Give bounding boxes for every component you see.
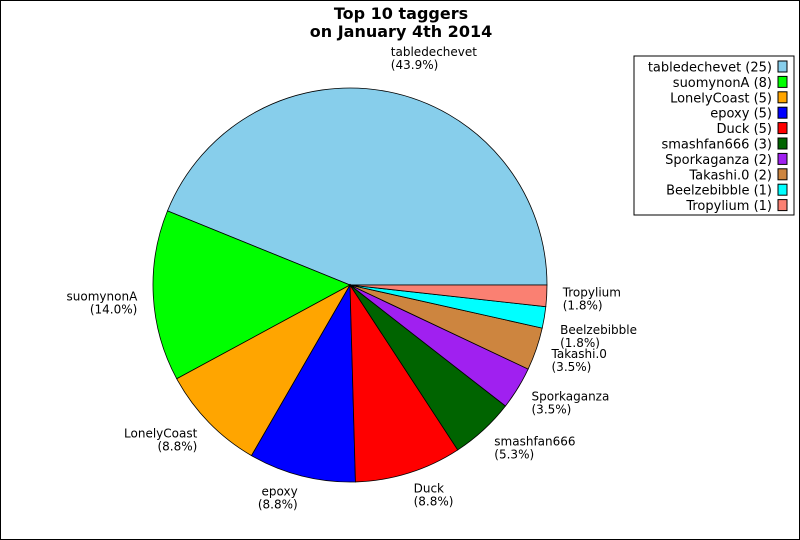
legend-label: suomynonA (8)	[673, 76, 772, 91]
slice-label-name: Beelzebibble	[560, 323, 637, 337]
pie-slices	[152, 87, 548, 483]
slice-label-name: epoxy	[262, 485, 298, 499]
legend-swatch	[777, 60, 788, 73]
chart-subtitle: on January 4th 2014	[310, 22, 492, 41]
slice-label-percent: (3.5%)	[532, 403, 572, 417]
slice-label-percent: (1.8%)	[563, 299, 603, 313]
slice-label-name: smashfan666	[494, 435, 575, 449]
slice-label-name: Takashi.0	[551, 347, 607, 361]
slice-label-percent: (3.5%)	[552, 360, 592, 374]
slice-label-percent: (8.8%)	[258, 498, 298, 512]
slice-label-suomynona: suomynonA(14.0%)	[67, 290, 139, 317]
pie-slice-lonelycoast	[176, 283, 352, 457]
legend-label: Duck (5)	[717, 122, 772, 137]
legend-swatch	[777, 199, 788, 212]
slice-label-percent: (14.0%)	[90, 303, 137, 317]
slice-label-tropylium: Tropylium(1.8%)	[562, 286, 621, 313]
slice-label-percent: (1.8%)	[560, 336, 600, 350]
pie-slice-tabledechevet	[166, 87, 548, 286]
legend-label: Beelzebibble (1)	[666, 184, 772, 199]
pie-slice-epoxy	[250, 283, 356, 483]
legend-label: epoxy (5)	[710, 107, 772, 122]
legend-swatch	[777, 152, 788, 165]
chart-title: Top 10 taggers	[334, 4, 468, 23]
slice-label-percent: (8.8%)	[157, 440, 197, 454]
slice-label-percent: (43.9%)	[391, 58, 438, 72]
pie-slice-suomynona	[152, 210, 351, 380]
legend-label: smashfan666 (3)	[661, 138, 772, 153]
slice-label-name: suomynonA	[67, 290, 139, 304]
legend-label: Tropylium (1)	[685, 199, 772, 214]
slice-label-takashi-0: Takashi.0(3.5%)	[551, 347, 607, 374]
legend-swatch	[777, 122, 788, 135]
slice-label-name: Sporkaganza	[532, 390, 610, 404]
slice-label-percent: (8.8%)	[414, 494, 454, 508]
slice-label-name: Tropylium	[562, 286, 621, 300]
legend-label: LonelyCoast (5)	[670, 91, 772, 106]
legend-swatch	[777, 75, 788, 88]
slice-label-tabledechevet: tabledechevet(43.9%)	[391, 45, 477, 72]
slice-label-lonelycoast: LonelyCoast(8.8%)	[124, 427, 198, 454]
legend-label: Sporkaganza (2)	[665, 153, 772, 168]
legend-box	[633, 55, 795, 216]
slice-label-name: LonelyCoast	[124, 427, 198, 441]
legend-label: Takashi.0 (2)	[688, 168, 772, 183]
slice-label-percent: (5.3%)	[494, 448, 534, 462]
legend: tabledechevet (25)suomynonA (8)LonelyCoa…	[633, 55, 795, 216]
legend-swatch	[777, 137, 788, 150]
slice-label-duck: Duck(8.8%)	[414, 481, 454, 508]
slice-label-name: Duck	[414, 481, 444, 495]
legend-swatch	[777, 106, 788, 119]
pie-slice-tropylium	[349, 284, 548, 308]
slice-label-name: tabledechevet	[391, 45, 477, 59]
slice-label-epoxy: epoxy(8.8%)	[258, 485, 298, 512]
legend-swatch	[777, 91, 788, 104]
pie-slice-duck	[349, 283, 459, 483]
legend-swatch	[777, 168, 788, 181]
legend-label: tabledechevet (25)	[648, 61, 772, 76]
pie-labels: tabledechevet(43.9%) suomynonA(14.0%) Lone…	[67, 45, 637, 512]
legend-swatch	[777, 183, 788, 196]
slice-label-smashfan666: smashfan666(5.3%)	[494, 435, 575, 462]
slice-label-beelzebibble: Beelzebibble(1.8%)	[560, 323, 637, 350]
slice-label-sporkaganza: Sporkaganza(3.5%)	[532, 390, 610, 417]
